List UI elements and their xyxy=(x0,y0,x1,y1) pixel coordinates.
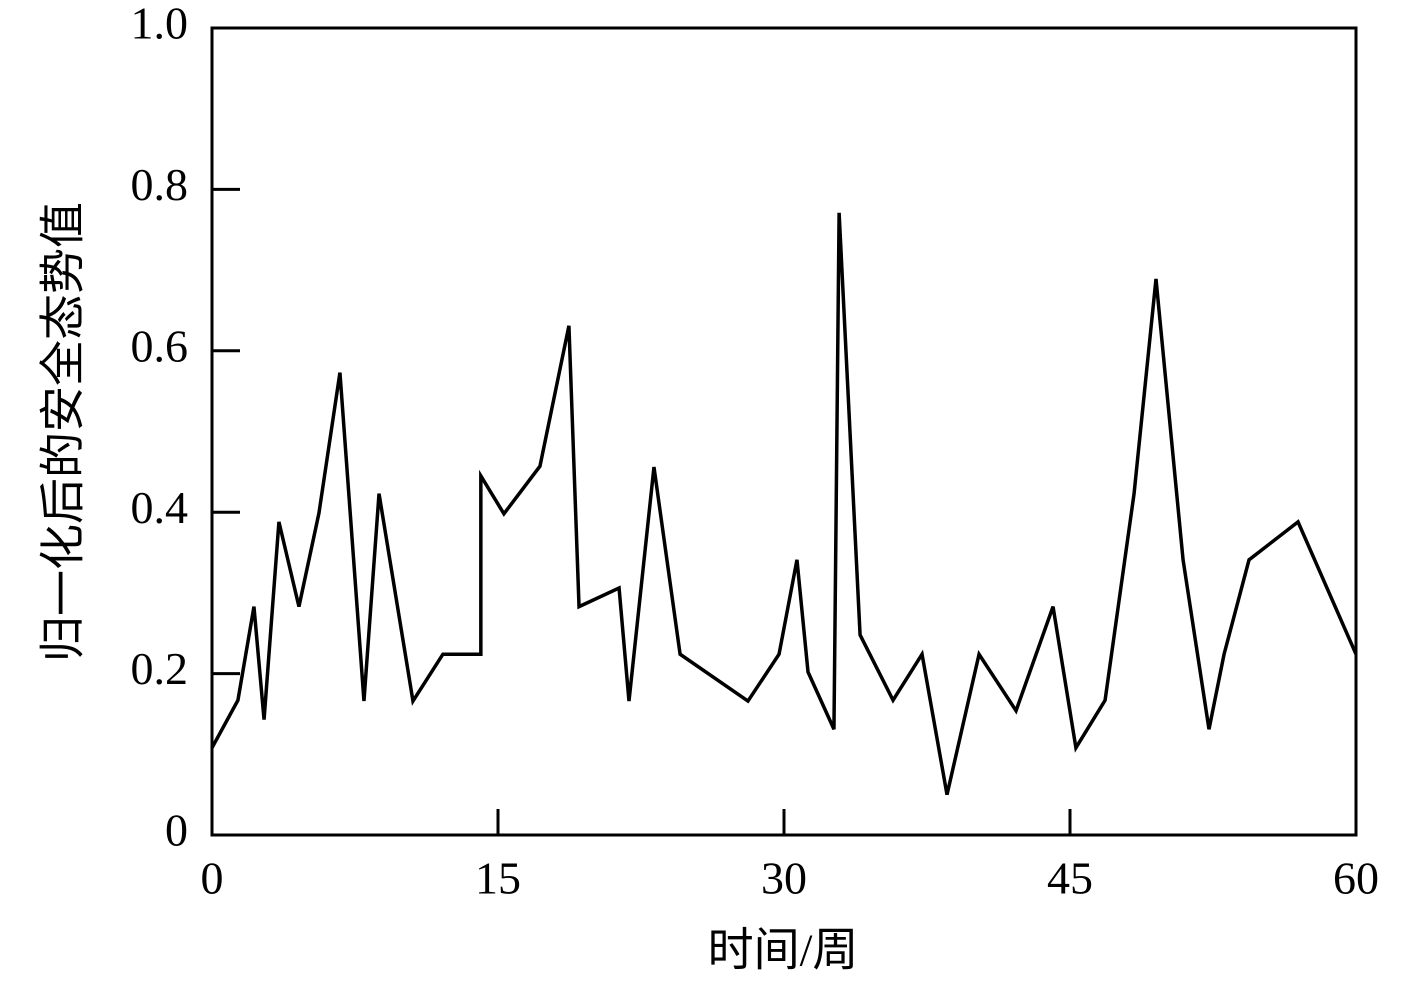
data-line xyxy=(210,212,1358,796)
x-axis-label: 时间/周 xyxy=(708,925,859,976)
y-tick-label: 1.0 xyxy=(131,0,189,49)
y-tick-label: 0.8 xyxy=(131,159,189,210)
y-tick-label: 0 xyxy=(165,805,188,856)
y-axis-label: 归一化后的安全态势值 xyxy=(38,202,89,662)
y-tick-label: 0.6 xyxy=(131,320,189,371)
x-tick-label: 30 xyxy=(761,853,807,904)
x-tick-label: 15 xyxy=(475,853,521,904)
x-tick-label: 0 xyxy=(201,853,224,904)
plot-frame xyxy=(210,26,1358,837)
x-tick-label: 45 xyxy=(1047,853,1093,904)
y-tick-label: 0.2 xyxy=(131,643,189,694)
x-tick-label: 60 xyxy=(1333,853,1379,904)
y-tick-label: 0.4 xyxy=(131,482,189,533)
